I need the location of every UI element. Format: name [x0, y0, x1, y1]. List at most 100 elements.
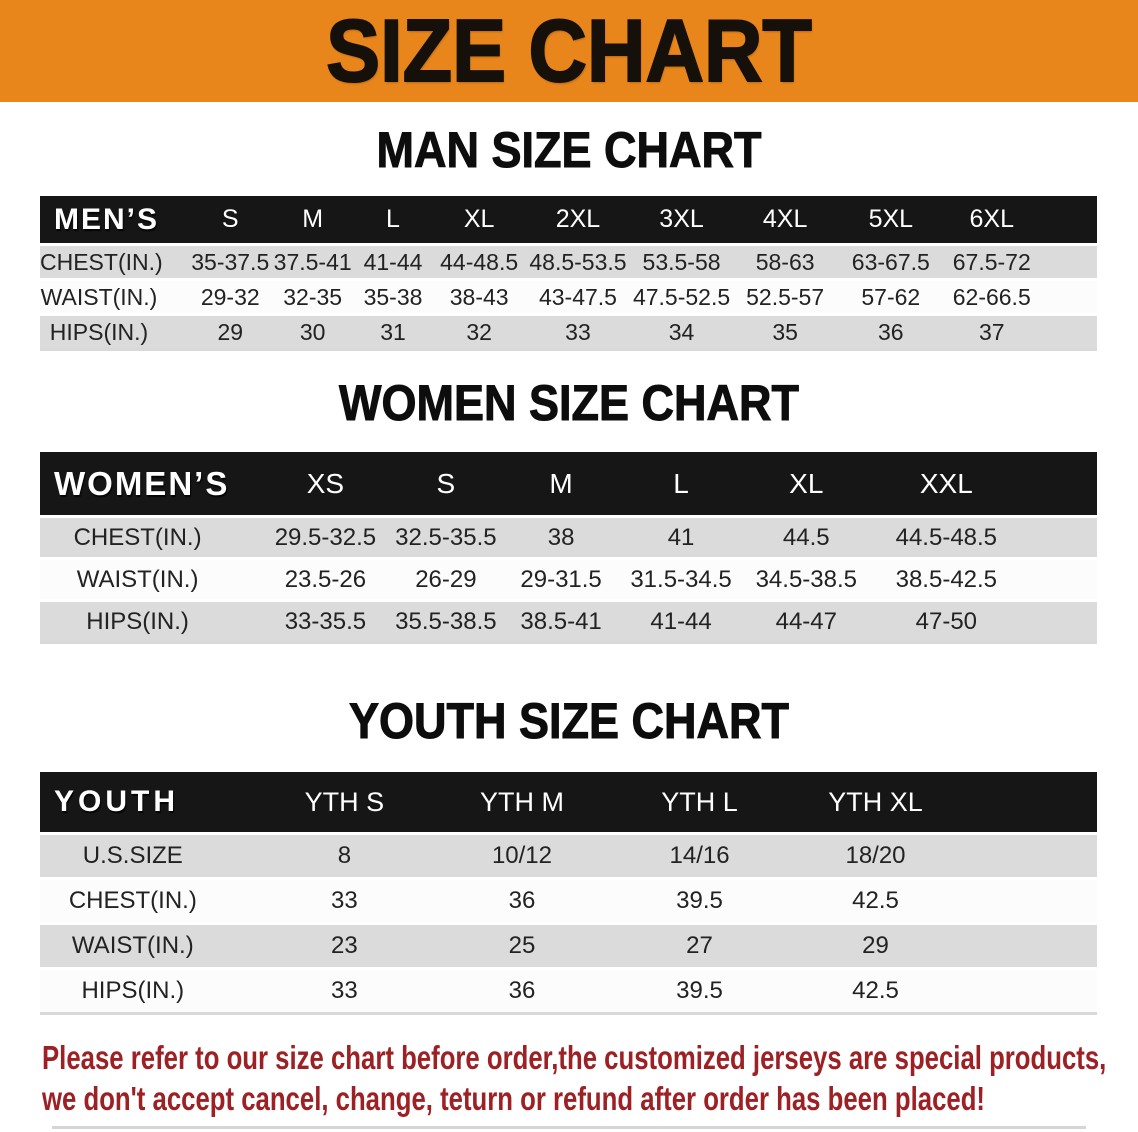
- value-cell: 33: [255, 967, 434, 1012]
- value-cell: 34: [630, 313, 733, 348]
- order-notice: Please refer to our size chart before or…: [42, 1037, 1138, 1119]
- spacer-cell: [1039, 243, 1097, 278]
- value-cell: 37.5-41: [272, 243, 353, 278]
- row-label: HIPS(IN.): [40, 313, 188, 348]
- value-cell: 32.5-35.5: [385, 515, 507, 557]
- spacer-cell: [1026, 557, 1097, 599]
- value-cell: 38-43: [433, 278, 526, 313]
- women-size-col: XS: [265, 452, 386, 515]
- men-size-col: S: [187, 196, 273, 243]
- men-size-col: 4XL: [732, 196, 838, 243]
- men-size-table: MEN’S S M L XL 2XL 3XL 4XL 5XL 6XL CHEST…: [40, 196, 1097, 351]
- value-cell: 32-35: [272, 278, 353, 313]
- man-size-chart-section: MAN SIZE CHART MEN’S S M L XL 2XL 3XL 4X…: [0, 124, 1138, 351]
- youth-size-chart-heading: YOUTH SIZE CHART: [348, 693, 790, 749]
- youth-hips-row: HIPS(IN.) 33 36 39.5 42.5: [40, 967, 1097, 1012]
- women-size-col: XXL: [866, 452, 1027, 515]
- value-cell: 63-67.5: [837, 243, 944, 278]
- value-cell: 10/12: [433, 832, 611, 877]
- value-cell: 29.5-32.5: [265, 515, 386, 557]
- value-cell: 39.5: [610, 967, 789, 1012]
- value-cell: 39.5: [610, 877, 789, 922]
- value-cell: 35.5-38.5: [385, 599, 507, 641]
- value-cell: 14/16: [610, 832, 789, 877]
- men-size-col: L: [352, 196, 434, 243]
- page-title: SIZE CHART: [325, 1, 813, 100]
- youth-size-table: YOUTH YTH S YTH M YTH L YTH XL U.S.SIZE …: [40, 772, 1097, 1015]
- value-cell: 8: [255, 832, 434, 877]
- value-cell: 29: [187, 313, 273, 348]
- men-size-col: 3XL: [630, 196, 733, 243]
- value-cell: 31.5-34.5: [616, 557, 747, 599]
- value-cell: 23.5-26: [265, 557, 386, 599]
- value-cell: 33-35.5: [265, 599, 386, 641]
- value-cell: 58-63: [732, 243, 838, 278]
- value-cell: 33: [525, 313, 631, 348]
- youth-size-chart-section: YOUTH SIZE CHART YOUTH YTH S YTH M YTH L…: [0, 695, 1138, 1015]
- youth-size-col: YTH XL: [788, 772, 963, 832]
- size-chart-banner: SIZE CHART: [0, 0, 1138, 102]
- youth-header-row: YOUTH YTH S YTH M YTH L YTH XL: [40, 772, 1097, 832]
- value-cell: 25: [433, 922, 611, 967]
- men-hips-row: HIPS(IN.) 29 30 31 32 33 34 35 36 37: [40, 313, 1097, 348]
- value-cell: 26-29: [385, 557, 507, 599]
- youth-table-label: YOUTH: [40, 772, 256, 832]
- value-cell: 44.5: [746, 515, 867, 557]
- value-cell: 36: [837, 313, 944, 348]
- women-size-col: XL: [746, 452, 867, 515]
- notice-line-2: we don't accept cancel, change, teturn o…: [42, 1080, 985, 1117]
- spacer-cell: [1026, 515, 1097, 557]
- youth-size-col: YTH M: [433, 772, 611, 832]
- value-cell: 18/20: [788, 832, 963, 877]
- man-size-chart-heading: MAN SIZE CHART: [376, 122, 762, 178]
- men-size-col: M: [272, 196, 353, 243]
- youth-size-col: YTH L: [610, 772, 789, 832]
- value-cell: 37: [943, 313, 1040, 348]
- value-cell: 38: [506, 515, 617, 557]
- women-chest-row: CHEST(IN.) 29.5-32.5 32.5-35.5 38 41 44.…: [40, 515, 1097, 557]
- value-cell: 27: [610, 922, 789, 967]
- women-size-chart-section: WOMEN SIZE CHART WOMEN’S XS S M L XL XXL…: [0, 377, 1138, 644]
- row-label: HIPS(IN.): [40, 967, 256, 1012]
- youth-ussize-row: U.S.SIZE 8 10/12 14/16 18/20: [40, 832, 1097, 877]
- women-size-col: S: [385, 452, 507, 515]
- value-cell: 42.5: [788, 877, 963, 922]
- women-table-label: WOMEN’S: [40, 452, 266, 515]
- value-cell: 47.5-52.5: [630, 278, 733, 313]
- value-cell: 34.5-38.5: [746, 557, 867, 599]
- value-cell: 43-47.5: [525, 278, 631, 313]
- value-cell: 67.5-72: [943, 243, 1040, 278]
- spacer-cell: [962, 832, 1097, 877]
- row-label: WAIST(IN.): [40, 557, 266, 599]
- value-cell: 53.5-58: [630, 243, 733, 278]
- spacer-cell: [1039, 313, 1097, 348]
- row-label: HIPS(IN.): [40, 599, 266, 641]
- value-cell: 42.5: [788, 967, 963, 1012]
- men-size-col: 5XL: [837, 196, 944, 243]
- men-size-col: 2XL: [525, 196, 631, 243]
- spacer-cell: [962, 967, 1097, 1012]
- value-cell: 29-32: [187, 278, 273, 313]
- row-label: U.S.SIZE: [40, 832, 256, 877]
- women-hips-row: HIPS(IN.) 33-35.5 35.5-38.5 38.5-41 41-4…: [40, 599, 1097, 641]
- value-cell: 23: [255, 922, 434, 967]
- value-cell: 44-47: [746, 599, 867, 641]
- women-size-table: WOMEN’S XS S M L XL XXL CHEST(IN.) 29.5-…: [40, 452, 1097, 644]
- row-label: WAIST(IN.): [40, 278, 188, 313]
- value-cell: 30: [272, 313, 353, 348]
- value-cell: 35: [732, 313, 838, 348]
- row-label: CHEST(IN.): [40, 877, 256, 922]
- value-cell: 41-44: [616, 599, 747, 641]
- men-chest-row: CHEST(IN.) 35-37.5 37.5-41 41-44 44-48.5…: [40, 243, 1097, 278]
- spacer-cell: [962, 922, 1097, 967]
- men-header-row: MEN’S S M L XL 2XL 3XL 4XL 5XL 6XL: [40, 196, 1097, 243]
- value-cell: 44.5-48.5: [866, 515, 1027, 557]
- value-cell: 35-37.5: [187, 243, 273, 278]
- spacer-cell: [1026, 599, 1097, 641]
- spacer-col: [962, 772, 1097, 832]
- value-cell: 41: [616, 515, 747, 557]
- value-cell: 44-48.5: [433, 243, 526, 278]
- youth-waist-row: WAIST(IN.) 23 25 27 29: [40, 922, 1097, 967]
- men-table-label: MEN’S: [40, 196, 188, 243]
- value-cell: 33: [255, 877, 434, 922]
